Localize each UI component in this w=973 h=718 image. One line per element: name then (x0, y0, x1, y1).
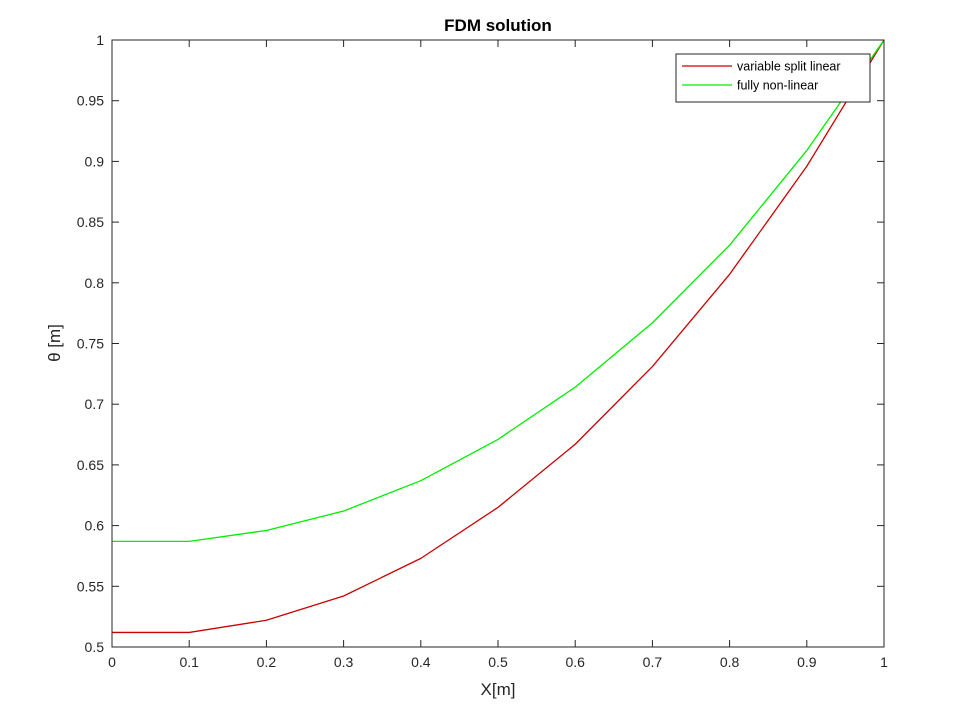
x-tick-label: 0.6 (565, 654, 585, 670)
x-tick-label: 0 (108, 654, 116, 670)
x-tick-label: 0.1 (179, 654, 199, 670)
y-tick-label: 0.55 (77, 578, 104, 594)
x-tick-label: 0.3 (334, 654, 354, 670)
y-tick-label: 0.65 (77, 457, 104, 473)
y-axis-label: θ [m] (45, 324, 64, 362)
series-line-variable-split-linear (112, 39, 885, 634)
y-tick-label: 0.85 (77, 214, 104, 230)
y-tick-label: 0.7 (85, 396, 105, 412)
x-tick-label: 0.9 (797, 654, 817, 670)
y-tick-label: 0.6 (85, 518, 105, 534)
x-tick-label: 0.5 (488, 654, 508, 670)
legend-entry-label: fully non-linear (737, 79, 818, 93)
x-tick-label: 0.8 (720, 654, 740, 670)
series-line-fully-non-linear (112, 39, 885, 543)
y-tick-label: 0.8 (85, 275, 105, 291)
x-axis-label: X[m] (481, 680, 516, 699)
x-tick-label: 1 (880, 654, 888, 670)
y-tick-label: 0.95 (77, 93, 104, 109)
y-tick-label: 0.75 (77, 336, 104, 352)
x-tick-label: 0.4 (411, 654, 431, 670)
y-tick-label: 1 (96, 32, 104, 48)
chart-title: FDM solution (444, 16, 552, 35)
plot-area (112, 40, 884, 647)
y-tick-label: 0.9 (85, 153, 105, 169)
x-tick-label: 0.7 (643, 654, 663, 670)
legend: variable split linear fully non-linear (675, 53, 871, 103)
y-tick-label: 0.5 (85, 639, 105, 655)
legend-entry-label: variable split linear (737, 60, 841, 74)
x-tick-label: 0.2 (257, 654, 277, 670)
legend-box (675, 53, 871, 103)
